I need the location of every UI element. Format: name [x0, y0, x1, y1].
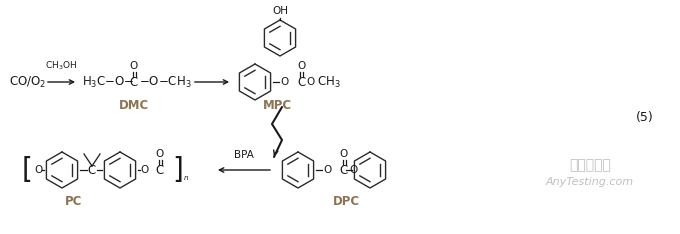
Text: O: O [349, 165, 357, 175]
Text: $_n$: $_n$ [183, 173, 189, 183]
Text: C: C [340, 164, 348, 176]
Text: O: O [297, 61, 305, 71]
Text: O: O [323, 165, 331, 175]
Text: C: C [156, 164, 164, 176]
Text: CH$_3$: CH$_3$ [317, 74, 341, 90]
Text: ]: ] [172, 156, 183, 184]
Text: DMC: DMC [119, 99, 149, 112]
Text: OH: OH [272, 6, 288, 16]
Text: O: O [280, 77, 288, 87]
Text: DPC: DPC [333, 195, 360, 208]
Text: [: [ [22, 156, 33, 184]
Text: C: C [297, 76, 305, 88]
Text: O: O [34, 165, 42, 175]
Text: $-$O$-$CH$_3$: $-$O$-$CH$_3$ [139, 74, 192, 90]
Text: H$_3$C$-$O$-$: H$_3$C$-$O$-$ [82, 74, 135, 90]
Text: (5): (5) [636, 110, 654, 124]
Text: O: O [306, 77, 314, 87]
Text: CH$_3$OH: CH$_3$OH [45, 59, 77, 72]
Text: 嘉峨检测网: 嘉峨检测网 [569, 158, 611, 172]
Text: PC: PC [65, 195, 83, 208]
Text: C: C [88, 164, 96, 176]
Text: MPC: MPC [262, 99, 292, 112]
Text: BPA: BPA [234, 150, 254, 160]
Text: AnyTesting.com: AnyTesting.com [546, 177, 634, 187]
Text: O: O [340, 149, 348, 159]
Text: O: O [140, 165, 148, 175]
Text: O: O [130, 61, 138, 71]
Text: CO/O$_2$: CO/O$_2$ [10, 74, 47, 90]
Text: C: C [130, 76, 138, 88]
Text: O: O [156, 149, 164, 159]
